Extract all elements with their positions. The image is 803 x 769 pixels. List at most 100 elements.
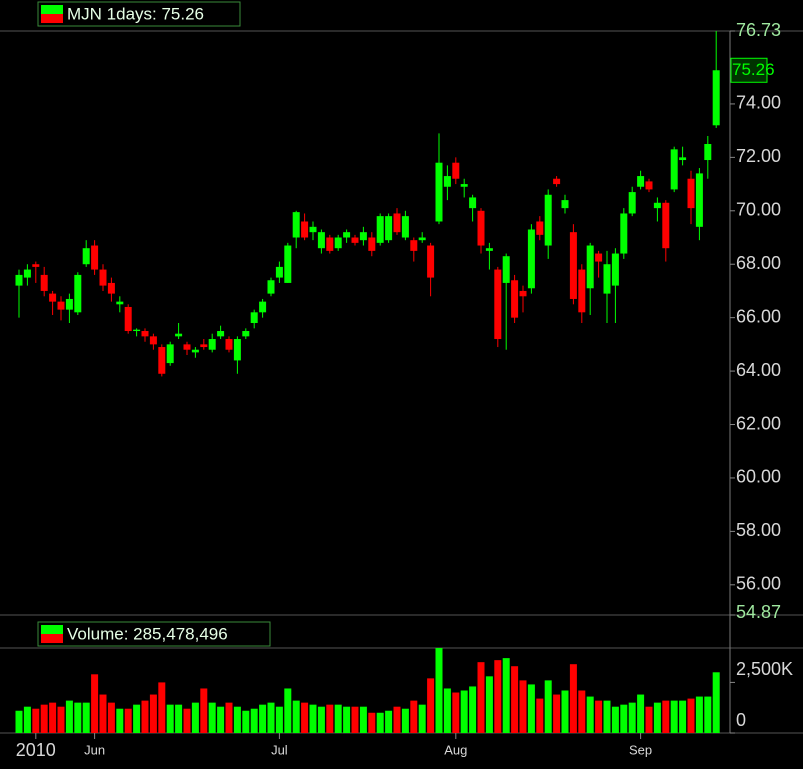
y-tick-label: 76.73 <box>736 20 781 40</box>
legend-icon <box>41 625 63 634</box>
candle-body <box>695 173 703 227</box>
volume-bar <box>519 680 527 733</box>
candle-body <box>628 192 636 214</box>
volume-bar <box>267 702 275 733</box>
volume-bar <box>309 704 317 733</box>
volume-bar <box>637 694 645 733</box>
candle-body <box>343 232 351 238</box>
candle-body <box>527 229 535 289</box>
volume-bar <box>259 704 267 733</box>
candle-body <box>645 181 653 190</box>
x-tick-label: Aug <box>444 742 467 757</box>
volume-bar <box>82 702 90 733</box>
volume-bar <box>359 706 367 733</box>
candle-body <box>494 269 502 340</box>
volume-bar <box>23 706 31 733</box>
candle-body <box>141 331 149 337</box>
volume-bar <box>586 696 594 733</box>
candle-body <box>292 212 300 238</box>
volume-bar <box>620 704 628 733</box>
candle-body <box>637 176 645 187</box>
candle-body <box>452 162 460 179</box>
y-tick-label: 54.87 <box>736 602 781 622</box>
volume-bar <box>695 696 703 733</box>
candle-body <box>32 264 40 267</box>
x-tick-label: Sep <box>629 742 652 757</box>
candle-body <box>191 349 199 353</box>
volume-bar <box>670 700 678 733</box>
candle-body <box>469 197 477 209</box>
candle-body <box>23 269 31 278</box>
candle-body <box>368 237 376 251</box>
candle-body <box>401 216 409 238</box>
volume-bar <box>679 700 687 733</box>
volume-bar <box>175 704 183 733</box>
candle-body <box>175 333 183 337</box>
y-tick-label: 62.00 <box>736 413 781 433</box>
volume-bar <box>418 704 426 733</box>
y-tick-label: 0 <box>736 710 746 730</box>
volume-bar <box>595 700 603 733</box>
volume-bar <box>225 702 233 733</box>
volume-bar <box>385 710 393 733</box>
y-tick-label: 72.00 <box>736 146 781 166</box>
volume-bar <box>200 688 208 733</box>
last-price-box <box>730 57 768 83</box>
y-tick-label: 58.00 <box>736 520 781 540</box>
candle-body <box>233 339 241 361</box>
volume-bar <box>494 660 502 733</box>
candle-body <box>317 232 325 249</box>
candle-body <box>519 290 527 297</box>
volume-bar <box>611 706 619 733</box>
volume-bar <box>233 706 241 733</box>
candle-body <box>687 178 695 209</box>
candle-body <box>553 178 561 185</box>
volume-bar <box>217 706 225 733</box>
volume-bar <box>183 708 191 733</box>
volume-bar <box>107 702 115 733</box>
volume-bar <box>645 706 653 733</box>
volume-bar <box>292 700 300 733</box>
candle-body <box>200 344 208 348</box>
volume-bar <box>603 700 611 733</box>
volume-bar <box>191 702 199 733</box>
candle-body <box>561 200 569 209</box>
candle-body <box>704 144 712 161</box>
candle-body <box>485 248 493 251</box>
volume-bar <box>91 674 99 733</box>
candle-body <box>359 232 367 241</box>
volume-bar <box>452 692 460 733</box>
candle-body <box>74 274 82 313</box>
candle-body <box>259 301 267 313</box>
y-tick-label: 70.00 <box>736 200 781 220</box>
candle-body <box>301 221 309 238</box>
candle-body <box>569 232 577 299</box>
candle-body <box>662 202 670 249</box>
candle-body <box>611 253 619 286</box>
candle-body <box>712 70 720 126</box>
volume-bar <box>502 658 510 733</box>
legend-box <box>37 1 241 27</box>
candle-body <box>418 237 426 241</box>
candle-body <box>183 344 191 350</box>
volume-bar <box>334 704 342 733</box>
candle-body <box>284 245 292 283</box>
volume-bar <box>427 678 435 733</box>
volume-bar <box>275 706 283 733</box>
y-tick-label: 60.00 <box>736 467 781 487</box>
candle-body <box>502 256 510 283</box>
candle-body <box>595 253 603 262</box>
candle-body <box>208 339 216 350</box>
volume-bar <box>15 710 23 733</box>
volume-bar <box>536 698 544 733</box>
volume-bar <box>124 708 132 733</box>
y-tick-label: 74.00 <box>736 93 781 113</box>
candle-body <box>49 293 57 302</box>
volume-bar <box>561 690 569 733</box>
y-tick-label: 66.00 <box>736 306 781 326</box>
volume-title: Volume: 285,478,496 <box>67 624 228 643</box>
candle-body <box>91 245 99 270</box>
candle-body <box>443 176 451 187</box>
